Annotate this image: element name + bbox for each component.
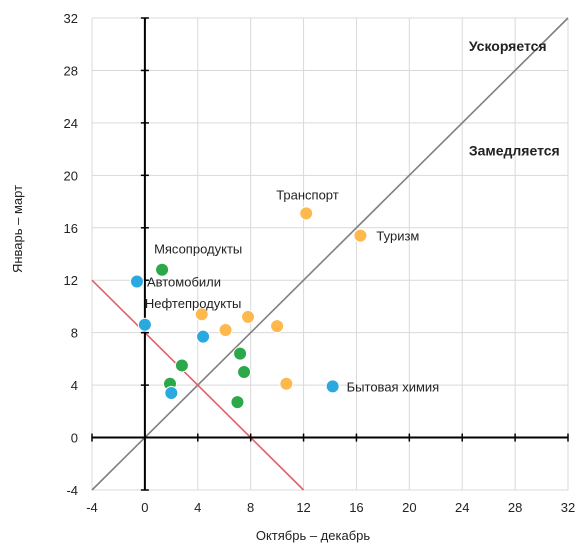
x-axis-title: Октябрь – декабрь [256,528,371,543]
data-point [164,385,179,400]
data-point [325,379,340,394]
x-tick-label: 28 [508,500,522,515]
y-tick-label: 24 [64,116,78,131]
data-points [129,206,368,410]
point-labels: Транспорт Туризм Мясопродукты Автомобили Неф… [145,187,439,394]
axes [91,17,569,491]
y-tick-label: 0 [71,431,78,446]
red-line [91,279,305,491]
point-label: Туризм [376,229,419,244]
tick-labels: -4 0 4 8 12 16 20 24 28 32 -4 0 4 8 12 16 20 24 28 32 [64,11,576,515]
annotations: Ускоряется Замедляется [469,38,560,159]
y-tick-label: 32 [64,11,78,26]
data-point [194,307,209,322]
y-tick-label: 4 [71,378,78,393]
data-point [129,274,144,289]
x-tick-label: 12 [296,500,310,515]
x-tick-label: 20 [402,500,416,515]
data-point [241,309,256,324]
x-tick-label: 24 [455,500,469,515]
data-point [279,376,294,391]
data-point [196,329,211,344]
y-tick-label: 16 [64,221,78,236]
data-point [233,346,248,361]
x-tick-label: 8 [247,500,254,515]
data-point [299,206,314,221]
data-point [353,228,368,243]
point-label: Транспорт [276,187,339,202]
data-point [237,365,252,379]
diagonal-line [91,17,569,491]
x-tick-label: 4 [194,500,201,515]
point-label: Автомобили [147,275,221,290]
y-axis-title: Январь – март [10,185,25,273]
x-tick-label: -4 [86,500,98,515]
point-label: Бытовая химия [347,379,440,394]
data-point [230,395,245,410]
data-point [174,358,189,373]
y-tick-label: 8 [71,326,78,341]
point-label: Мясопродукты [154,242,242,257]
data-point [218,323,233,338]
annotation-label: Замедляется [469,143,560,159]
reference-lines [91,17,569,491]
annotation-label: Ускоряется [469,38,547,54]
x-tick-label: 32 [561,500,575,515]
data-point [137,317,152,332]
data-point [155,262,170,277]
point-label: Нефтепродукты [145,296,242,311]
y-tick-label: -4 [66,483,78,498]
y-tick-label: 12 [64,273,78,288]
data-point [270,319,285,334]
y-tick-label: 20 [64,168,78,183]
y-tick-label: 28 [64,63,78,78]
x-tick-label: 16 [349,500,363,515]
x-tick-label: 0 [141,500,148,515]
